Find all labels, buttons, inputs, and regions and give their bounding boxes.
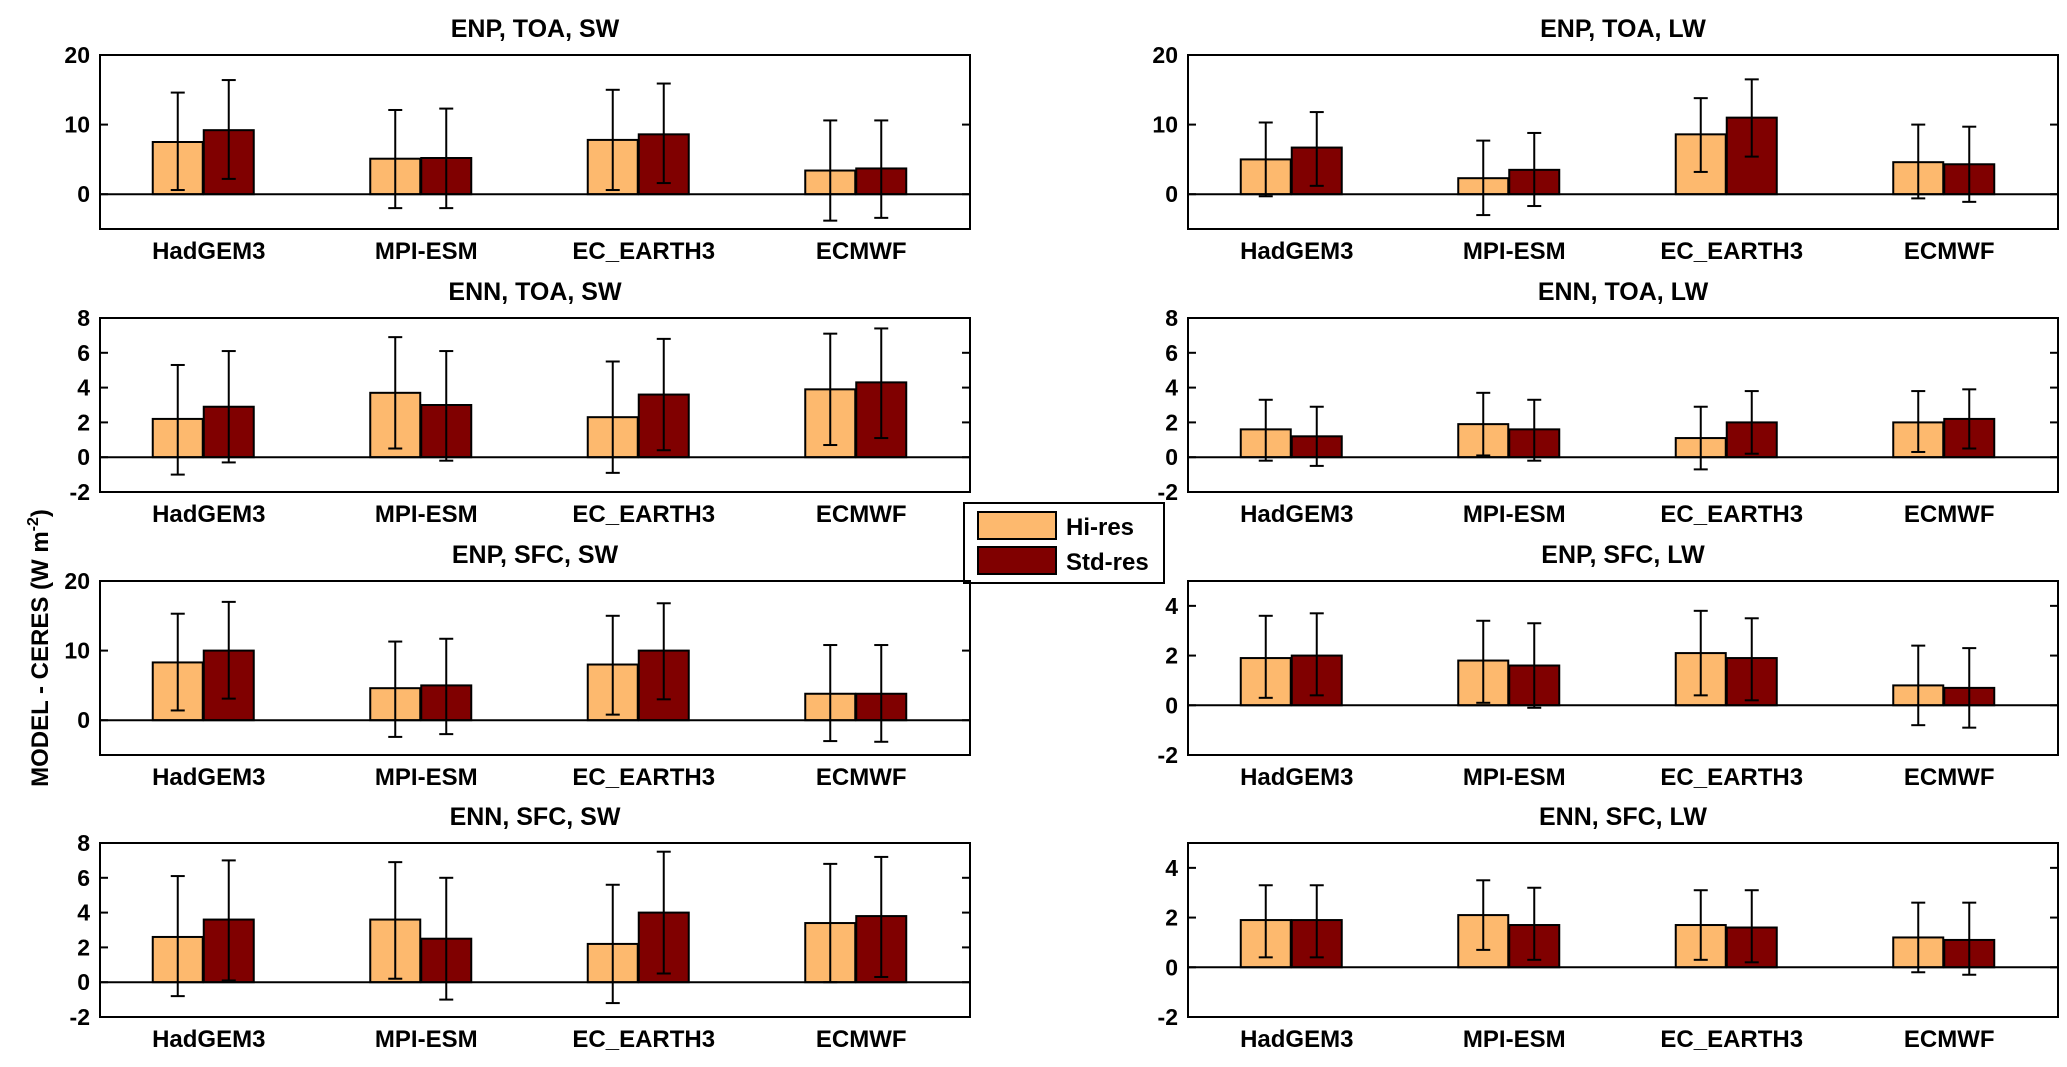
x-category-label: EC_EARTH3 xyxy=(572,238,715,265)
legend-label-std-res: Std-res xyxy=(1066,549,1149,576)
x-category-label: MPI-ESM xyxy=(375,764,478,791)
y-tick-label: 4 xyxy=(77,900,90,926)
panel-title: ENN, SFC, SW xyxy=(450,803,621,831)
panel-enn-toa-sw: ENN, TOA, SW -2 0 2 4 6 8 HadGEM3 MPI-ESM EC_EART… xyxy=(70,278,971,528)
y-tick-label: 2 xyxy=(1165,643,1178,669)
y-tick-label: -2 xyxy=(1158,479,1178,505)
x-category-label: HadGEM3 xyxy=(152,238,265,265)
x-category-label: HadGEM3 xyxy=(152,1026,265,1053)
y-tick-label: 0 xyxy=(77,181,90,207)
x-category-label: ECMWF xyxy=(816,238,907,265)
x-category-label: ECMWF xyxy=(816,501,907,528)
panel-enn-sfc-lw: ENN, SFC, LW -2 0 2 4 HadGEM3 MPI-ESM EC_EARTH3… xyxy=(1158,803,2059,1053)
panel-enn-sfc-sw: ENN, SFC, SW -2 0 2 4 6 8 HadGEM3 MPI-ESM EC_EART… xyxy=(70,803,971,1053)
x-category-label: EC_EARTH3 xyxy=(1660,238,1803,265)
plot-frame xyxy=(1187,580,2059,756)
y-tick-label: 6 xyxy=(1165,340,1178,366)
y-axis-label: MODEL - CERES (W m-2) xyxy=(25,509,54,787)
y-tick-label: 0 xyxy=(77,707,90,733)
y-tick-label: 0 xyxy=(1165,444,1178,470)
x-category-label: MPI-ESM xyxy=(375,501,478,528)
x-category-label: EC_EARTH3 xyxy=(572,501,715,528)
y-tick-label: 0 xyxy=(77,444,90,470)
plot-frame xyxy=(1187,54,2059,230)
y-tick-label: 0 xyxy=(1165,954,1178,980)
y-tick-label: 10 xyxy=(64,112,90,138)
panel-title: ENN, TOA, SW xyxy=(448,278,622,306)
x-category-label: EC_EARTH3 xyxy=(1660,501,1803,528)
y-tick-label: 8 xyxy=(77,830,90,856)
x-category-label: HadGEM3 xyxy=(1240,764,1353,791)
plot-frame xyxy=(1187,842,2059,1018)
x-category-label: ECMWF xyxy=(816,764,907,791)
x-category-label: HadGEM3 xyxy=(1240,238,1353,265)
x-category-label: MPI-ESM xyxy=(1463,501,1566,528)
x-category-label: EC_EARTH3 xyxy=(572,764,715,791)
y-tick-label: -2 xyxy=(1158,742,1178,768)
y-tick-label: 2 xyxy=(1165,905,1178,931)
panel-title: ENN, SFC, LW xyxy=(1539,803,1707,831)
legend-swatch-std-res xyxy=(977,546,1057,575)
y-tick-label: -2 xyxy=(70,479,90,505)
x-category-label: HadGEM3 xyxy=(1240,501,1353,528)
y-tick-label: -2 xyxy=(1158,1004,1178,1030)
y-tick-label: 6 xyxy=(77,865,90,891)
y-tick-label: 4 xyxy=(1165,593,1178,619)
y-tick-label: 6 xyxy=(77,340,90,366)
y-tick-label: 20 xyxy=(64,42,90,68)
y-tick-label: 0 xyxy=(77,969,90,995)
y-tick-label: 0 xyxy=(1165,692,1178,718)
x-category-label: MPI-ESM xyxy=(1463,764,1566,791)
y-tick-label: 0 xyxy=(1165,181,1178,207)
panel-title: ENP, SFC, SW xyxy=(452,541,619,569)
panel-title: ENP, TOA, SW xyxy=(451,15,620,43)
y-tick-label: 8 xyxy=(77,305,90,331)
legend-label-hi-res: Hi-res xyxy=(1066,514,1134,541)
x-category-label: MPI-ESM xyxy=(1463,238,1566,265)
x-category-label: EC_EARTH3 xyxy=(1660,764,1803,791)
legend-swatch-hi-res xyxy=(977,511,1057,540)
x-category-label: ECMWF xyxy=(1904,764,1995,791)
y-tick-label: 20 xyxy=(64,568,90,594)
panel-title: ENP, SFC, LW xyxy=(1541,541,1705,569)
y-tick-label: 2 xyxy=(77,934,90,960)
x-category-label: MPI-ESM xyxy=(1463,1026,1566,1053)
y-tick-label: 10 xyxy=(1152,112,1178,138)
y-tick-label: 20 xyxy=(1152,42,1178,68)
x-category-label: HadGEM3 xyxy=(152,764,265,791)
x-category-label: MPI-ESM xyxy=(375,1026,478,1053)
panel-enp-toa-sw: ENP, TOA, SW 0 10 20 HadGEM3 MPI-ESM EC_EARTH3… xyxy=(64,15,971,265)
x-category-label: MPI-ESM xyxy=(375,238,478,265)
y-tick-label: 8 xyxy=(1165,305,1178,331)
y-tick-label: 2 xyxy=(77,409,90,435)
plot-frame xyxy=(99,54,971,230)
x-category-label: HadGEM3 xyxy=(1240,1026,1353,1053)
panel-title: ENP, TOA, LW xyxy=(1540,15,1706,43)
plot-frame xyxy=(1187,317,2059,493)
x-category-label: ECMWF xyxy=(1904,1026,1995,1053)
x-category-label: EC_EARTH3 xyxy=(1660,1026,1803,1053)
x-category-label: ECMWF xyxy=(1904,501,1995,528)
panel-enp-sfc-sw: ENP, SFC, SW 0 10 20 HadGEM3 MPI-ESM EC_EARTH3… xyxy=(64,541,971,791)
x-category-label: ECMWF xyxy=(816,1026,907,1053)
y-tick-label: -2 xyxy=(70,1004,90,1030)
y-tick-label: 2 xyxy=(1165,409,1178,435)
legend: Hi-res Std-res xyxy=(963,502,1165,584)
plot-frame xyxy=(99,317,971,493)
x-category-label: ECMWF xyxy=(1904,238,1995,265)
x-category-label: EC_EARTH3 xyxy=(572,1026,715,1053)
plot-frame xyxy=(99,580,971,756)
y-tick-label: 4 xyxy=(1165,855,1178,881)
panel-enn-toa-lw: ENN, TOA, LW -2 0 2 4 6 8 HadGEM3 MPI-ESM EC_EART… xyxy=(1158,278,2059,528)
panel-enp-sfc-lw: ENP, SFC, LW -2 0 2 4 HadGEM3 MPI-ESM EC_EARTH3… xyxy=(1158,541,2059,791)
x-category-label: HadGEM3 xyxy=(152,501,265,528)
y-tick-label: 4 xyxy=(77,375,90,401)
y-tick-label: 4 xyxy=(1165,375,1178,401)
plot-frame xyxy=(99,842,971,1018)
panel-title: ENN, TOA, LW xyxy=(1538,278,1709,306)
panel-enp-toa-lw: ENP, TOA, LW 0 10 20 HadGEM3 MPI-ESM EC_EARTH3… xyxy=(1152,15,2059,265)
y-tick-label: 10 xyxy=(64,638,90,664)
